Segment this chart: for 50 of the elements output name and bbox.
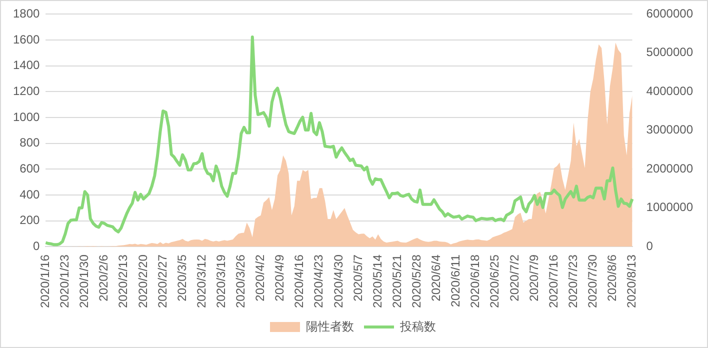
x-tick-label: 2020/3/26	[234, 254, 248, 308]
x-tick-label: 2020/7/30	[585, 254, 600, 308]
y2-tick-label: 2000000	[646, 161, 694, 176]
legend-label: 投稿数	[399, 319, 436, 334]
x-tick-label: 2020/4/30	[331, 254, 346, 308]
y2-tick-label: 4000000	[646, 84, 694, 98]
y-tick-label: 1400	[12, 58, 40, 72]
y-tick-label: 1000	[12, 110, 40, 124]
x-tick-label: 2020/7/16	[546, 254, 560, 308]
x-tick-label: 2020/8/6	[605, 254, 620, 302]
x-tick-label: 2020/7/2	[507, 254, 522, 302]
y2-tick-label: 6000000	[646, 6, 694, 21]
x-tick-label: 2020/1/23	[58, 254, 72, 308]
x-tick-label: 2020/6/25	[488, 254, 502, 308]
y-tick-label: 400	[20, 187, 40, 202]
x-tick-label: 2020/5/14	[370, 254, 384, 308]
y-tick-label: 0	[33, 238, 40, 253]
x-tick-label: 2020/6/11	[448, 254, 463, 308]
y-tick-label: 200	[20, 213, 40, 228]
x-tick-label: 2020/4/23	[312, 254, 326, 308]
x-tick-label: 2020/8/13	[624, 254, 639, 308]
x-tick-label: 2020/3/12	[194, 254, 208, 308]
y2-tick-label: 5000000	[646, 45, 694, 60]
x-tick-label: 2020/4/2	[253, 254, 268, 302]
x-tick-label: 2020/5/21	[390, 254, 404, 308]
x-tick-label: 2020/2/27	[155, 254, 170, 308]
x-tick-label: 2020/2/6	[96, 254, 111, 302]
x-tick-label: 2020/1/30	[77, 254, 92, 308]
y2-tick-label: 1000000	[646, 200, 694, 214]
x-tick-label: 2020/6/18	[468, 254, 482, 308]
y-tick-label: 600	[20, 161, 40, 176]
y-tick-label: 1200	[12, 84, 40, 98]
x-tick-label: 2020/6/4	[429, 254, 444, 302]
x-tick-label: 2020/4/9	[272, 254, 287, 302]
x-tick-label: 2020/7/23	[566, 254, 580, 308]
x-tick-label: 2020/2/13	[116, 254, 130, 308]
x-tick-label: 2020/4/16	[292, 254, 306, 308]
legend-label: 陽性者数	[306, 319, 354, 334]
y2-tick-label: 0	[646, 238, 654, 253]
y-tick-label: 1800	[12, 6, 40, 21]
x-tick-label: 2020/2/20	[136, 254, 150, 308]
x-tick-label: 2020/7/9	[526, 254, 541, 302]
y-tick-label: 800	[20, 136, 40, 150]
y2-tick-label: 3000000	[646, 122, 694, 137]
x-tick-label: 2020/3/5	[174, 254, 189, 302]
x-tick-label: 2020/5/7	[350, 254, 365, 302]
x-tick-label: 2020/5/28	[410, 254, 424, 308]
y-tick-label: 1600	[12, 32, 40, 46]
x-tick-label: 2020/3/19	[214, 254, 228, 308]
x-tick-label: 2020/1/16	[38, 254, 52, 308]
